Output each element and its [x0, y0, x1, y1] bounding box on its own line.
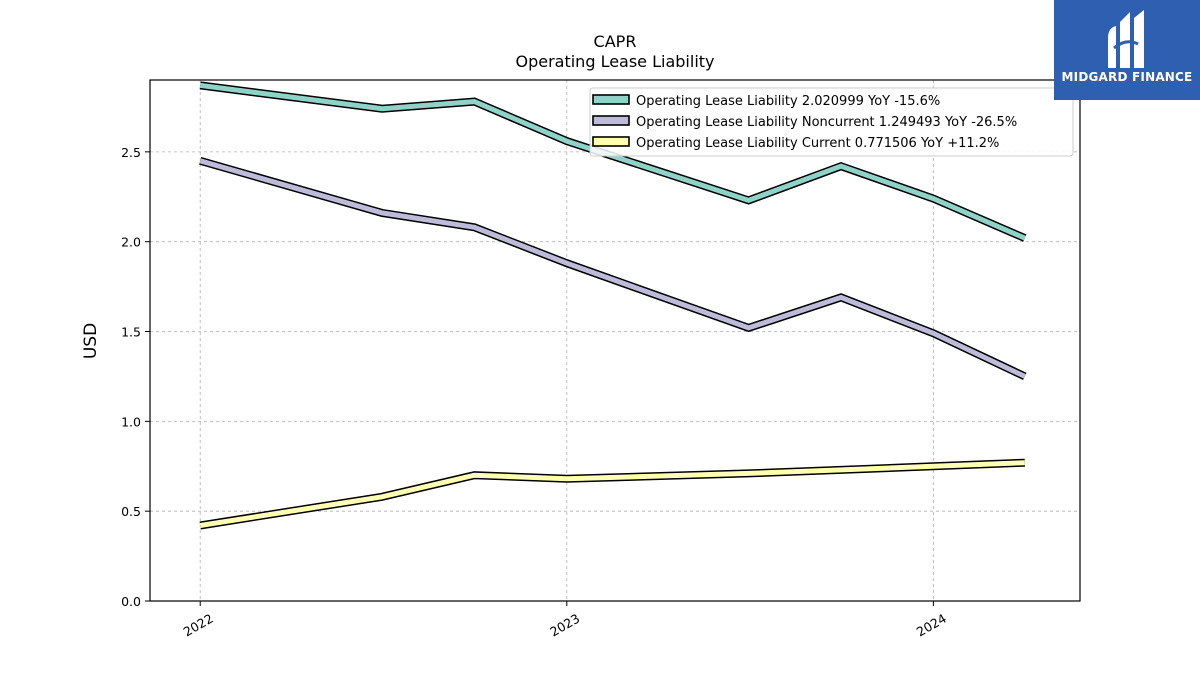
y-tick-label: 0.5: [121, 504, 141, 519]
logo-text: MIDGARD FINANCE: [1061, 70, 1193, 84]
legend-label-2: Operating Lease Liability Noncurrent 1.2…: [636, 115, 1017, 130]
chart-title: CAPR: [594, 32, 637, 51]
y-tick-label: 0.0: [121, 594, 141, 609]
series-layer: [199, 81, 1027, 530]
legend: Operating Lease Liability 2.020999 YoY -…: [589, 87, 1074, 157]
legend-swatch-3: [592, 136, 630, 147]
y-tick-label: 1.5: [121, 325, 141, 340]
series-line-outline-3: [199, 458, 1025, 530]
logo-mark-icon: [1108, 10, 1144, 68]
x-tick-label: 2022: [181, 611, 216, 640]
y-tick-label: 2.5: [121, 145, 141, 160]
y-tick-label: 1.0: [121, 414, 141, 429]
legend-label-1: Operating Lease Liability 2.020999 YoY -…: [636, 94, 940, 109]
midgard-finance-logo: MIDGARD FINANCE: [1054, 0, 1200, 100]
series-line-2: [199, 158, 1026, 379]
series-line-3: [199, 460, 1025, 528]
legend-swatch-1: [592, 94, 630, 105]
y-tick-label: 2.0: [121, 235, 141, 250]
axes: 0.0 0.5 1.0 1.5 2.0 2.5 2022 2023 2024: [121, 145, 949, 640]
chart-subtitle: Operating Lease Liability: [515, 52, 714, 71]
x-tick-label: 2024: [914, 611, 949, 640]
legend-label-3: Operating Lease Liability Current 0.7715…: [636, 136, 999, 151]
series-line-outline-2: [199, 156, 1027, 381]
legend-box: [589, 87, 1074, 157]
legend-swatch-2: [592, 115, 630, 126]
y-axis-label: USD: [81, 323, 101, 359]
x-tick-label: 2023: [547, 611, 582, 640]
plot-frame: [149, 79, 1081, 602]
series-line-1: [199, 82, 1026, 241]
